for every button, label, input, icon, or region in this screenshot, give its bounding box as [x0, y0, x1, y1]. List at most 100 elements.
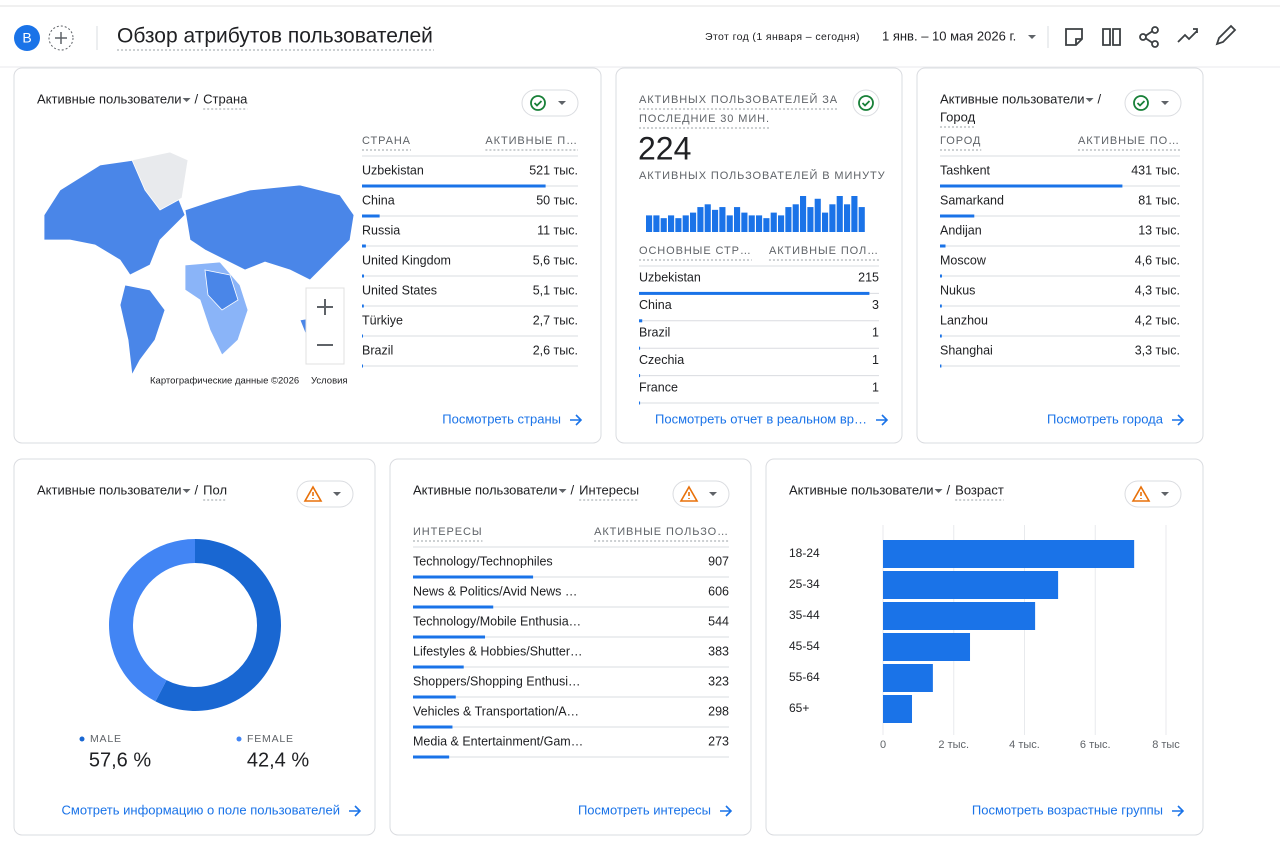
y-tick-label: 25-34: [789, 577, 820, 591]
minute-bar: [836, 196, 843, 232]
date-caret[interactable]: [1028, 35, 1036, 39]
insights-icon[interactable]: [1177, 28, 1198, 43]
add-comparison[interactable]: [48, 25, 74, 51]
link-arrow[interactable]: [720, 805, 733, 817]
column-header: ОСНОВНЫЕ СТР…: [639, 245, 752, 257]
note-icon[interactable]: [1065, 28, 1083, 46]
link[interactable]: Посмотреть возрастные группы: [972, 802, 1163, 817]
period[interactable]: Этот год (1 января – сегодня): [705, 31, 860, 43]
dropdown-caret[interactable]: [1085, 98, 1094, 102]
minute-bar: [704, 204, 711, 232]
card-realtime: [615, 67, 903, 444]
row-label: United Kingdom: [362, 253, 451, 267]
minute-bar: [653, 215, 660, 232]
column-header: ИНТЕРЕСЫ: [413, 526, 482, 538]
ok-check: [861, 100, 871, 107]
minute-bar: [822, 212, 829, 232]
row-value: 50 тыс.: [536, 193, 578, 207]
minute-bar: [719, 207, 726, 232]
link-arrow[interactable]: [570, 414, 583, 426]
map-attribution: Картографические данные ©2026: [150, 376, 299, 387]
link[interactable]: Посмотреть интересы: [578, 802, 711, 817]
row-value: 323: [708, 674, 729, 688]
dimension[interactable]: Возраст: [955, 482, 1004, 497]
legend-label: MALE: [90, 733, 122, 745]
map-terms[interactable]: Условия: [311, 376, 348, 387]
row-value: 215: [858, 271, 879, 285]
row-label: Shanghai: [940, 343, 993, 357]
row-bar: [940, 364, 942, 368]
status-pill[interactable]: [1124, 480, 1182, 508]
page-title: Обзор атрибутов пользователей: [117, 25, 433, 48]
minute-bar: [712, 209, 719, 232]
edit-icon[interactable]: [1215, 24, 1237, 46]
dimension[interactable]: Страна: [203, 91, 248, 106]
separator: /: [195, 91, 199, 106]
zoom-in[interactable]: [317, 299, 333, 315]
row-label: Media & Entertainment/Gam…: [413, 734, 583, 748]
link[interactable]: Посмотреть отчет в реальном вр…: [655, 411, 867, 426]
column-header: АКТИВНЫЕ ПО…: [1078, 135, 1180, 147]
column-header: АКТИВНЫЕ ПОЛ…: [769, 245, 879, 257]
row-value: 1: [872, 353, 879, 367]
separator: /: [195, 482, 199, 497]
link-arrow[interactable]: [876, 414, 889, 426]
badge-caret[interactable]: [1161, 101, 1169, 105]
bar: [883, 664, 933, 692]
link[interactable]: Посмотреть города: [1047, 411, 1164, 426]
minute-bar: [748, 215, 755, 232]
link[interactable]: Посмотреть страны: [442, 411, 561, 426]
compare-icon[interactable]: [1102, 28, 1121, 46]
minute-bar: [741, 212, 748, 232]
card-title: Активные пользователи: [37, 91, 182, 106]
row-bar: [362, 334, 363, 338]
row-value: 1: [872, 325, 879, 339]
date-range[interactable]: 1 янв. – 10 мая 2026 г.: [882, 28, 1016, 43]
row-value: 11 тыс.: [537, 223, 578, 237]
column-header: ГОРОД: [940, 135, 981, 147]
row-label: Vehicles & Transportation/A…: [413, 704, 579, 718]
y-tick-label: 55-64: [789, 670, 820, 684]
minute-bar: [829, 204, 836, 232]
row-bar: [940, 304, 942, 308]
dropdown-caret[interactable]: [934, 489, 943, 493]
separator: /: [947, 482, 951, 497]
dropdown-caret[interactable]: [558, 489, 567, 493]
minute-bar: [682, 215, 689, 232]
minute-bar: [807, 207, 814, 232]
row-value: 431 тыс.: [1131, 163, 1180, 177]
row-bar: [362, 184, 546, 188]
badge-caret[interactable]: [1161, 492, 1169, 496]
dimension[interactable]: Город: [940, 109, 976, 124]
dropdown-caret[interactable]: [182, 98, 191, 102]
status-pill[interactable]: [672, 480, 730, 508]
dimension[interactable]: Пол: [203, 482, 227, 497]
status-pill[interactable]: [296, 480, 354, 508]
row-value: 2,6 тыс.: [533, 343, 578, 357]
donut-slice: [108, 539, 195, 702]
row-value: 4,3 тыс.: [1135, 283, 1180, 297]
badge-caret[interactable]: [709, 492, 717, 496]
badge-caret[interactable]: [558, 101, 566, 105]
link-arrow[interactable]: [349, 805, 362, 817]
row-bar: [639, 346, 641, 350]
badge-caret[interactable]: [333, 492, 341, 496]
ok-check: [1136, 100, 1146, 107]
minute-bar: [814, 198, 821, 232]
avatar[interactable]: [14, 25, 40, 51]
dropdown-caret[interactable]: [182, 489, 191, 493]
y-tick-label: 18-24: [789, 546, 820, 560]
link[interactable]: Смотреть информацию о поле пользователей: [62, 802, 340, 817]
warning-icon: [679, 485, 699, 502]
link-arrow[interactable]: [1172, 414, 1185, 426]
ok-check: [533, 100, 543, 107]
link-arrow[interactable]: [1172, 805, 1185, 817]
row-label: Brazil: [639, 325, 670, 339]
row-label: Uzbekistan: [639, 271, 701, 285]
share-icon[interactable]: [1139, 26, 1159, 48]
dimension[interactable]: Интересы: [579, 482, 639, 497]
row-value: 273: [708, 734, 729, 748]
row-bar: [413, 605, 494, 609]
row-label: Andijan: [940, 223, 982, 237]
row-label: News & Politics/Avid News …: [413, 584, 577, 598]
